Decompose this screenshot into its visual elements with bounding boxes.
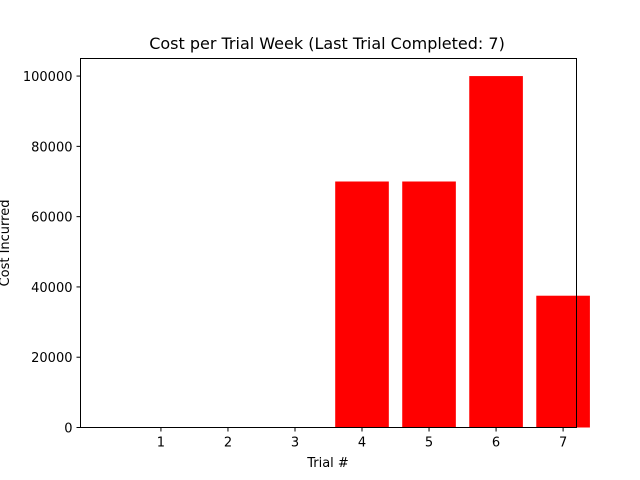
y-tick-label: 80000	[31, 140, 72, 155]
y-tick-label: 100000	[23, 70, 73, 85]
bars-layer	[335, 76, 590, 428]
x-axis: 1 2 3 4 5 6 7	[157, 427, 567, 451]
bar-trial-7	[536, 295, 590, 428]
bar-trial-6	[469, 76, 523, 428]
y-axis-label: Cost Incurred	[0, 200, 13, 287]
x-tick-label: 5	[425, 436, 433, 451]
x-tick-label: 4	[358, 436, 366, 451]
y-tick-label: 60000	[31, 211, 72, 226]
x-tick-label: 2	[224, 436, 232, 451]
bar-trial-5	[402, 181, 456, 428]
x-tick-label: 3	[291, 436, 299, 451]
bar-trial-4	[335, 181, 389, 428]
x-axis-label: Trial #	[306, 456, 349, 471]
chart-title: Cost per Trial Week (Last Trial Complete…	[149, 34, 505, 53]
y-tick-label: 0	[64, 422, 72, 437]
x-tick-label: 6	[492, 436, 500, 451]
plot-frame	[80, 58, 577, 428]
x-tick-label: 7	[559, 436, 567, 451]
y-axis: 0 20000 40000 60000 80000 100000	[23, 70, 81, 437]
x-tick-label: 1	[157, 436, 165, 451]
y-tick-label: 20000	[31, 351, 72, 366]
y-tick-label: 40000	[31, 281, 72, 296]
